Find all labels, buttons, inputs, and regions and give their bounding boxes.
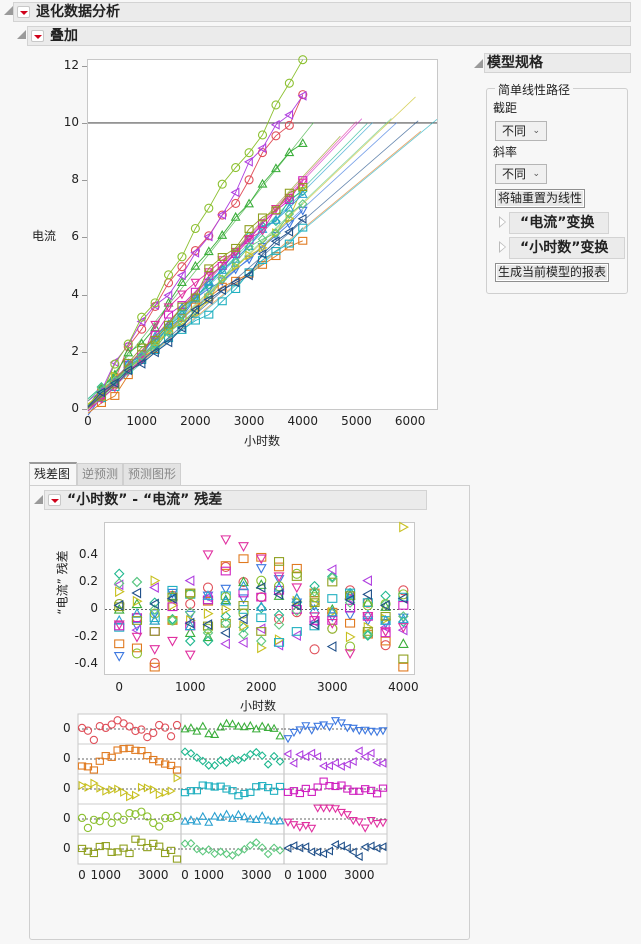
tick-label: 6000 — [394, 414, 426, 428]
tab-content-panel — [29, 485, 470, 940]
x-axis-label: 小时数 — [244, 434, 281, 448]
tick-label: -0.4 — [74, 656, 98, 671]
model-spec-title: 模型规格 — [487, 55, 543, 71]
tick-label: 0.4 — [78, 546, 98, 561]
tick-label: 12 — [63, 57, 79, 72]
residual-grid-plot[interactable] — [77, 713, 388, 865]
y-tick-mark — [82, 122, 87, 124]
intercept-select[interactable]: 不同 ⌄ — [495, 121, 547, 141]
tick-label: 0 — [181, 868, 189, 882]
tick-label: 0 — [90, 601, 98, 616]
tick-label: 3000 — [317, 680, 348, 694]
tick-label: 0 — [63, 751, 71, 765]
series-10 — [87, 55, 308, 406]
slope-label: 斜率 — [493, 145, 518, 159]
residual-x-axis-label: 小时数 — [240, 699, 277, 713]
tick-label: 0 — [84, 414, 92, 428]
y-tick-mark — [82, 180, 87, 182]
expand-icon[interactable] — [499, 241, 506, 253]
tick-label: -0.2 — [74, 628, 98, 643]
tick-label: 5000 — [341, 414, 372, 428]
generate-report-button[interactable]: 生成当前模型的报表 — [495, 263, 610, 282]
series-14 — [87, 118, 392, 407]
x-transform-header[interactable]: “小时数”变换 — [509, 237, 625, 259]
model-spec-group: 简单线性路径 截距 不同 ⌄ 斜率 不同 ⌄ 将轴重置为线性 “电流”变换 “小… — [486, 81, 628, 294]
reset-axes-button[interactable]: 将轴重置为线性 — [495, 189, 586, 208]
tick-label: 0 — [115, 680, 124, 694]
red-triangle-menu-icon[interactable] — [48, 494, 61, 506]
y-tick-mark — [82, 65, 87, 67]
slope-value: 不同 — [502, 167, 527, 181]
residual-y-axis-label: “电流” 残差 — [55, 550, 70, 615]
chevron-down-icon: ⌄ — [532, 169, 540, 179]
report-header: 退化数据分析 — [13, 2, 631, 22]
residual-title: “小时数” - “电流” 残差 — [67, 492, 223, 508]
tick-label: 4000 — [287, 414, 319, 428]
tick-label: 10 — [63, 114, 79, 129]
tick-label: 1000 — [126, 414, 157, 428]
y-tick-mark — [82, 237, 87, 239]
tick-label: 2000 — [180, 414, 211, 428]
residual-header: “小时数” - “电流” 残差 — [44, 490, 427, 510]
tick-label: 2000 — [245, 680, 277, 694]
overlay-plot[interactable] — [87, 55, 438, 416]
series-1 — [87, 90, 308, 407]
tick-label: 8 — [71, 172, 79, 187]
tick-label: 3000 — [137, 868, 169, 882]
series-15 — [87, 120, 419, 408]
tick-label: 0 — [284, 868, 292, 882]
y-axis-label: 电流 — [32, 229, 57, 243]
disclosure-icon[interactable] — [474, 59, 483, 68]
intercept-value: 不同 — [502, 124, 527, 138]
tick-label: 0 — [63, 841, 71, 855]
tick-label: 1000 — [296, 868, 328, 882]
group-title: 简单线性路径 — [495, 81, 574, 98]
tab-3[interactable]: 预测图形 — [123, 463, 181, 485]
intercept-label: 截距 — [493, 101, 518, 115]
series-2 — [87, 122, 314, 407]
chevron-down-icon: ⌄ — [532, 126, 540, 136]
tab-1[interactable]: 残差图 — [29, 462, 77, 485]
tick-label: 3000 — [343, 868, 375, 882]
tick-label: 0 — [63, 781, 71, 795]
disclosure-icon[interactable] — [34, 495, 43, 504]
tab-2[interactable]: 逆预测 — [77, 463, 123, 485]
residual-plot[interactable] — [105, 521, 414, 674]
tick-label: 0.2 — [78, 574, 98, 589]
tick-label: 3000 — [233, 414, 265, 428]
y-transform-header[interactable]: “电流”变换 — [509, 212, 609, 234]
tick-label: 6 — [71, 229, 79, 244]
tick-label: 4 — [71, 286, 79, 301]
disclosure-icon[interactable] — [4, 6, 13, 15]
report-title: 退化数据分析 — [36, 4, 120, 20]
tick-label: 0 — [63, 811, 71, 825]
overlay-header: 叠加 — [27, 26, 631, 46]
series-3 — [87, 122, 398, 416]
y-tick-mark — [82, 409, 87, 410]
tick-label: 4000 — [388, 680, 419, 694]
tick-label: 0 — [78, 868, 86, 882]
expand-icon[interactable] — [499, 216, 506, 228]
tick-label: 0 — [71, 401, 79, 415]
tick-label: 2 — [71, 343, 79, 358]
red-triangle-menu-icon[interactable] — [17, 6, 30, 18]
tick-label: 1000 — [174, 680, 206, 694]
tick-label: 0 — [63, 721, 71, 735]
y-tick-mark — [82, 351, 87, 353]
tick-label: 1000 — [90, 868, 122, 882]
y-tick-mark — [82, 294, 87, 296]
overlay-title: 叠加 — [50, 28, 78, 44]
model-spec-header: 模型规格 — [484, 53, 631, 73]
disclosure-icon[interactable] — [17, 30, 26, 39]
tick-label: 3000 — [240, 868, 272, 882]
red-triangle-menu-icon[interactable] — [31, 30, 44, 42]
slope-select[interactable]: 不同 ⌄ — [495, 164, 547, 184]
tick-label: 1000 — [193, 868, 225, 882]
